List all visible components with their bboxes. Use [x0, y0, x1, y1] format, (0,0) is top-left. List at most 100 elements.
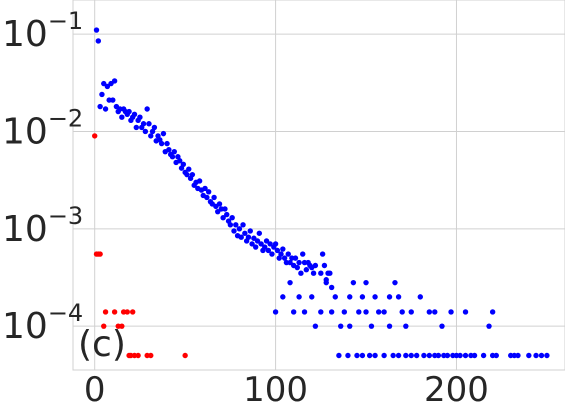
blue-point — [408, 309, 414, 315]
blue-point — [148, 133, 154, 139]
data-points — [92, 27, 550, 359]
blue-point — [222, 206, 228, 212]
blue-point — [146, 121, 152, 127]
blue-point — [538, 352, 545, 359]
blue-point — [392, 279, 398, 286]
blue-point — [321, 262, 328, 269]
blue-point — [292, 255, 299, 261]
blue-point — [97, 103, 103, 110]
blue-point — [395, 352, 402, 359]
blue-point — [341, 309, 348, 315]
blue-point — [303, 267, 310, 273]
blue-point — [345, 352, 351, 359]
blue-point — [280, 246, 286, 252]
blue-point — [375, 309, 382, 315]
y-tick-label: 10−3 — [2, 202, 83, 250]
blue-point — [99, 91, 105, 98]
blue-point — [471, 352, 478, 359]
blue-point — [296, 294, 302, 300]
blue-point — [149, 128, 156, 135]
blue-point — [421, 352, 427, 359]
red-point — [101, 323, 107, 329]
blue-point — [312, 262, 319, 269]
x-tick-label: 0 — [84, 370, 106, 405]
blue-point — [515, 352, 521, 359]
y-tick-labels: 10−1 10−2 10−3 10−4 — [2, 7, 83, 347]
blue-point — [240, 222, 246, 228]
blue-point — [489, 309, 496, 315]
blue-point — [267, 241, 273, 247]
blue-point — [444, 352, 451, 359]
blue-point — [310, 270, 317, 276]
blue-point — [151, 124, 158, 131]
blue-point — [272, 241, 279, 247]
blue-point — [247, 228, 253, 234]
blue-point — [211, 194, 217, 201]
blue-point — [102, 106, 109, 112]
blue-point — [216, 201, 223, 207]
blue-point — [413, 352, 420, 359]
blue-point — [281, 255, 288, 261]
blue-point — [166, 146, 172, 153]
blue-point — [296, 259, 302, 266]
blue-point — [137, 114, 143, 120]
blue-point — [439, 323, 445, 329]
blue-point — [408, 352, 414, 359]
blue-point — [272, 309, 279, 315]
blue-point — [258, 241, 264, 247]
red-point — [102, 309, 109, 315]
blue-point — [318, 309, 324, 315]
blue-point — [332, 294, 338, 300]
blue-point — [300, 251, 306, 257]
red-point — [111, 309, 118, 315]
blue-point — [493, 352, 499, 359]
blue-point — [290, 309, 297, 315]
blue-point — [262, 244, 268, 250]
blue-point — [276, 255, 282, 261]
blue-point — [175, 154, 181, 160]
blue-point — [381, 352, 387, 359]
blue-point — [347, 294, 353, 300]
blue-point — [144, 106, 150, 112]
blue-point — [101, 80, 107, 87]
blue-point — [287, 279, 293, 286]
blue-point — [363, 309, 369, 315]
blue-point — [426, 309, 433, 315]
blue-point — [486, 323, 492, 329]
blue-point — [171, 148, 177, 155]
blue-point — [323, 279, 329, 286]
blue-point — [363, 279, 369, 286]
blue-point — [177, 158, 183, 164]
blue-point — [298, 270, 304, 276]
blue-point — [252, 244, 259, 250]
blue-point — [327, 270, 333, 276]
blue-point — [301, 309, 308, 315]
blue-point — [133, 124, 140, 131]
blue-point — [220, 215, 226, 221]
blue-point — [359, 352, 366, 359]
red-point — [92, 133, 98, 139]
x-tick-label: 100 — [243, 370, 308, 405]
blue-point — [390, 352, 396, 359]
blue-point — [372, 352, 378, 359]
blue-point — [280, 294, 286, 300]
x-tick-labels: 0 100 200 — [84, 370, 489, 405]
blue-point — [229, 215, 235, 221]
blue-point — [186, 166, 192, 172]
blue-point — [224, 211, 230, 218]
blue-point — [249, 241, 255, 247]
blue-point — [403, 323, 409, 329]
blue-point — [448, 309, 454, 315]
blue-point — [158, 140, 165, 147]
blue-point — [350, 279, 357, 286]
blue-point — [131, 111, 138, 118]
blue-point — [462, 309, 469, 315]
blue-point — [368, 323, 375, 329]
blue-point — [202, 185, 208, 192]
blue-point — [184, 171, 190, 178]
blue-point — [462, 352, 469, 359]
blue-point — [189, 171, 196, 178]
blue-point — [233, 222, 239, 228]
blue-point — [356, 309, 362, 315]
